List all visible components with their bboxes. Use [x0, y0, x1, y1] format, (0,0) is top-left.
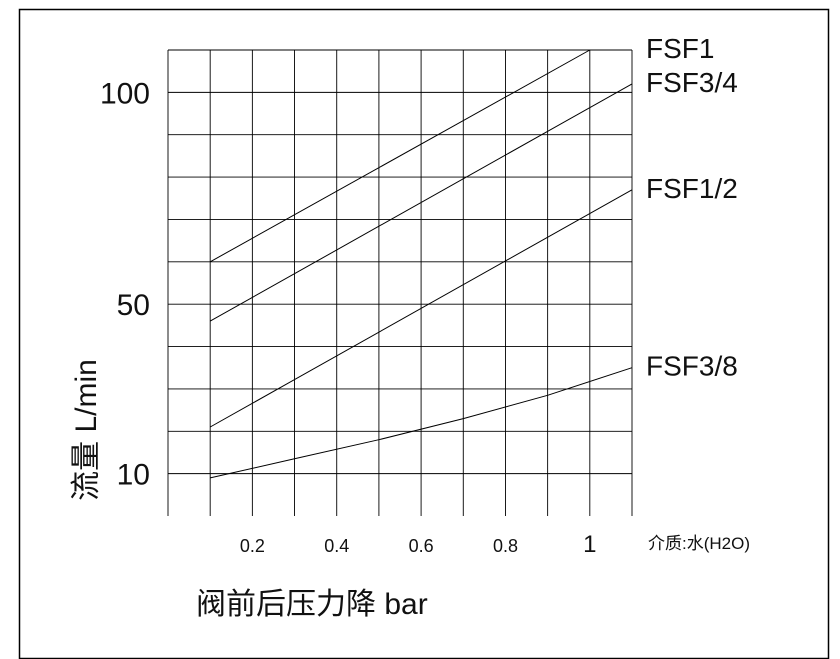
x-tick-label: 1 [583, 531, 596, 558]
y-tick-label: 100 [100, 77, 150, 110]
series-label: FSF3/8 [646, 351, 738, 382]
series-line-0 [209, 49, 591, 263]
x-tick-label: 0.6 [409, 536, 434, 556]
series-line-3 [210, 367, 633, 479]
x-tick-label: 0.2 [240, 536, 265, 556]
series-lines [209, 49, 633, 479]
y-axis-label: 流量 L/min [70, 359, 103, 501]
series-label: FSF1 [646, 33, 714, 64]
grid [167, 49, 633, 516]
y-tick-label: 10 [117, 459, 150, 492]
x-tick-label: 0.4 [324, 536, 349, 556]
series-label: FSF1/2 [646, 173, 738, 204]
x-axis-label: 阀前后压力降 bar [196, 588, 428, 621]
series-label: FSF3/4 [646, 67, 738, 98]
series-line-2 [209, 189, 633, 428]
medium-note: 介质:水(H2O) [648, 534, 750, 553]
series-line-1 [209, 83, 633, 322]
y-tick-label: 50 [117, 289, 150, 322]
x-tick-label: 0.8 [493, 536, 518, 556]
